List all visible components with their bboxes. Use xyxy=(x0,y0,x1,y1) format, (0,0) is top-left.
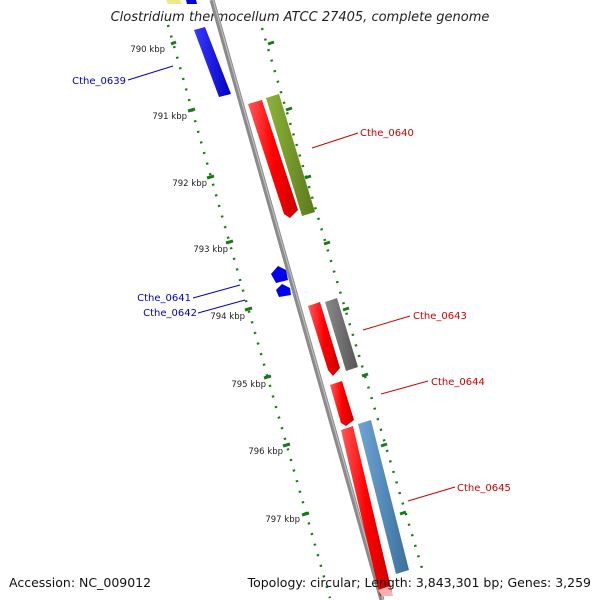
gene-feature-pale-yellow[interactable] xyxy=(166,0,182,4)
backbone-highlight xyxy=(212,0,384,600)
gene-cthe-0642[interactable] xyxy=(276,284,291,297)
label-cthe-0639: Cthe_0639 xyxy=(72,76,126,87)
length-value: 3,843,301 bp xyxy=(415,575,500,590)
label-cthe-0641: Cthe_0641 xyxy=(137,293,191,304)
label-leaders xyxy=(127,65,456,502)
tick-label-792: 792 kbp xyxy=(172,179,207,189)
gene-cthe-0643[interactable] xyxy=(325,298,358,371)
tick-label-790: 790 kbp xyxy=(130,45,165,55)
gene-cthe-0639[interactable] xyxy=(194,27,231,97)
map-title: Clostridium thermocellum ATCC 27405, com… xyxy=(110,10,490,25)
gene-feature-top-blue[interactable] xyxy=(186,0,197,4)
gene-labels: Cthe_0639 Cthe_0640 Cthe_0641 Cthe_0642 … xyxy=(72,76,511,494)
gene-feature-pink-tail[interactable] xyxy=(378,586,393,596)
inner-dotted-track xyxy=(166,24,332,599)
topology-value: circular xyxy=(310,575,357,590)
accession-label: Accession: xyxy=(9,575,76,590)
backbone xyxy=(209,0,385,600)
tick-label-797: 797 kbp xyxy=(265,515,300,525)
cds-cthe-0640[interactable] xyxy=(248,100,298,218)
label-cthe-0643: Cthe_0643 xyxy=(413,311,467,322)
label-cthe-0644: Cthe_0644 xyxy=(431,377,485,388)
tick-label-793: 793 kbp xyxy=(193,245,228,255)
genome-stats: Topology: circular; Length: 3,843,301 bp… xyxy=(247,575,591,590)
label-cthe-0640: Cthe_0640 xyxy=(360,128,414,139)
label-cthe-0645: Cthe_0645 xyxy=(457,483,511,494)
topology-label: Topology: xyxy=(247,575,307,590)
kbp-labels: 790 kbp 791 kbp 792 kbp 793 kbp 794 kbp … xyxy=(130,45,300,525)
scale-ticks xyxy=(170,40,407,517)
gene-cthe-0641[interactable] xyxy=(271,266,288,283)
accession-value: NC_009012 xyxy=(79,575,152,590)
tick-label-796: 796 kbp xyxy=(248,447,283,457)
gene-cthe-0640[interactable] xyxy=(266,94,315,216)
cds-cthe-0645[interactable] xyxy=(341,426,392,596)
tick-label-795: 795 kbp xyxy=(231,380,266,390)
cds-cthe-0643[interactable] xyxy=(308,302,340,376)
tick-label-794: 794 kbp xyxy=(210,312,245,322)
genes-value: 3,259 xyxy=(555,575,591,590)
genes-label: Genes: xyxy=(507,575,552,590)
label-cthe-0642: Cthe_0642 xyxy=(143,308,197,319)
gene-cthe-0645[interactable] xyxy=(358,420,409,574)
length-label: Length: xyxy=(364,575,412,590)
cds-cthe-0644[interactable] xyxy=(330,381,354,426)
accession-info: Accession: NC_009012 xyxy=(9,575,151,590)
tick-label-791: 791 kbp xyxy=(152,112,187,122)
